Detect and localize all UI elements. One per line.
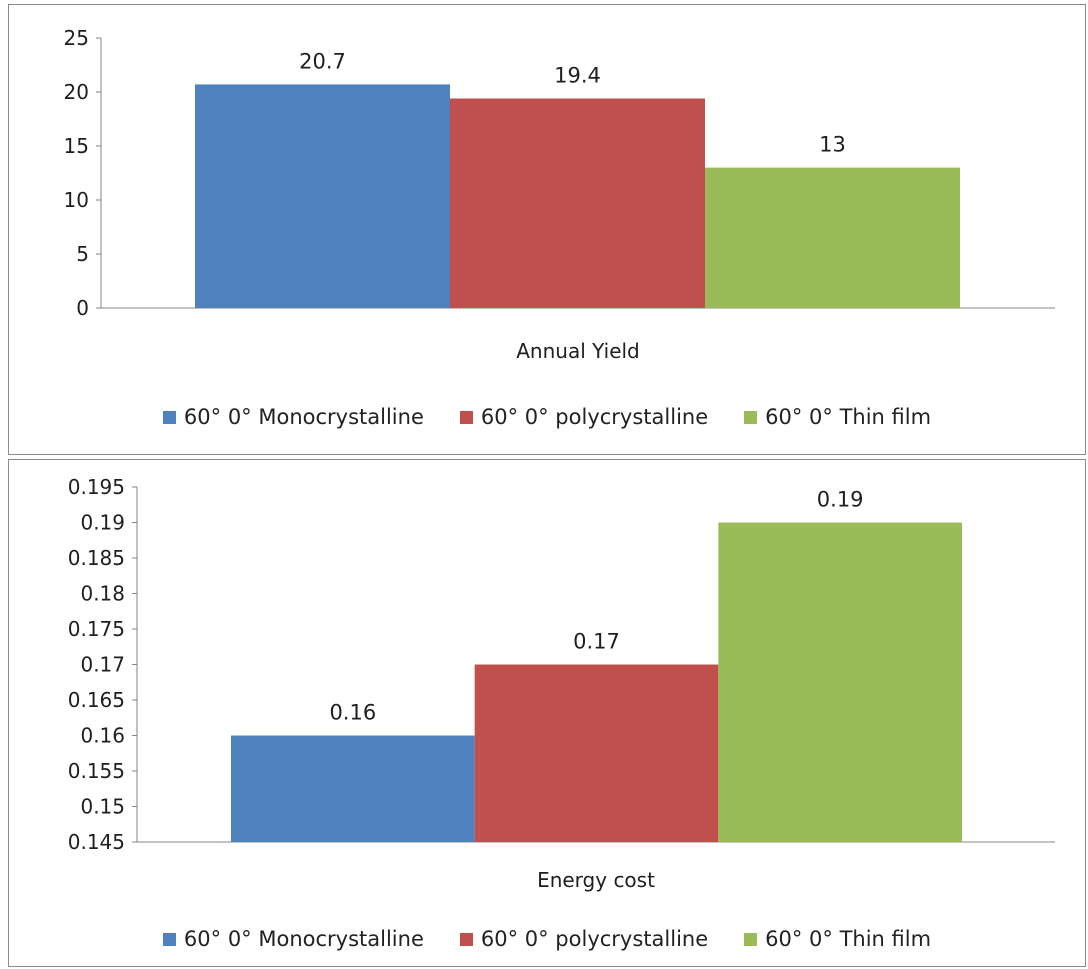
energy-cost-y-tick-label: 0.19 [80,511,125,535]
energy-cost-y-tick-label: 0.155 [68,759,125,783]
annual-yield-legend: 60° 0° Monocrystalline 60° 0° polycrysta… [9,405,1085,429]
energy-cost-bar-polycrystalline [474,664,719,842]
annual-yield-chart-panel: 0 5 10 15 20 25 20.7 19.4 13 Annual Yield 60° 0° … [8,4,1086,455]
energy-cost-bar-thin-film [718,522,962,842]
annual-yield-y-tick-label: 0 [76,296,89,320]
legend-label-polycrystalline: 60° 0° polycrystalline [480,405,709,429]
annual-yield-bar-monocrystalline [195,84,450,308]
energy-cost-y-tick-label: 0.16 [80,724,125,748]
energy-cost-data-label-monocrystalline: 0.16 [329,701,376,725]
legend-item-monocrystalline: 60° 0° Monocrystalline [162,405,424,429]
legend-swatch-monocrystalline [162,932,176,946]
legend-label-thin-film: 60° 0° Thin film [765,405,932,429]
annual-yield-y-tick-label: 10 [64,188,89,212]
energy-cost-data-label-thin-film: 0.19 [817,488,864,512]
legend-label-polycrystalline: 60° 0° polycrystalline [480,927,709,951]
energy-cost-y-tick-label: 0.18 [80,582,125,606]
energy-cost-y-tick-label: 0.15 [80,795,125,819]
legend-item-polycrystalline: 60° 0° polycrystalline [459,927,709,951]
energy-cost-legend: 60° 0° Monocrystalline 60° 0° polycrysta… [9,927,1085,951]
energy-cost-chart: 0.145 0.15 0.155 0.16 0.165 0.17 0.175 0.18 0.18… [68,475,1055,892]
annual-yield-y-tick-label: 15 [64,134,89,158]
legend-item-thin-film: 60° 0° Thin film [744,405,931,429]
annual-yield-x-axis-title: Annual Yield [516,339,640,363]
legend-swatch-thin-film [744,410,758,424]
energy-cost-y-tick-label: 0.165 [68,688,125,712]
energy-cost-data-label-polycrystalline: 0.17 [573,630,620,654]
annual-yield-bar-thin-film [705,167,960,308]
annual-yield-y-tick-label: 5 [76,242,89,266]
legend-swatch-monocrystalline [162,410,176,424]
energy-cost-y-tick-label: 0.175 [68,617,125,641]
legend-label-monocrystalline: 60° 0° Monocrystalline [183,927,424,951]
legend-swatch-polycrystalline [459,410,473,424]
legend-label-thin-film: 60° 0° Thin film [765,927,932,951]
legend-label-monocrystalline: 60° 0° Monocrystalline [183,405,424,429]
annual-yield-y-tick-label: 20 [64,80,89,104]
energy-cost-x-axis-title: Energy cost [537,868,655,892]
legend-item-monocrystalline: 60° 0° Monocrystalline [162,927,424,951]
energy-cost-chart-panel: 0.145 0.15 0.155 0.16 0.165 0.17 0.175 0.18 0.18… [8,459,1086,967]
annual-yield-data-label-thin-film: 13 [819,133,846,157]
legend-item-thin-film: 60° 0° Thin film [744,927,931,951]
annual-yield-data-label-polycrystalline: 19.4 [554,63,601,87]
energy-cost-bar-monocrystalline [231,735,475,842]
energy-cost-y-tick-label: 0.17 [80,653,125,677]
annual-yield-chart: 0 5 10 15 20 25 20.7 19.4 13 Annual Yield [64,26,1055,363]
annual-yield-y-tick-label: 25 [64,26,89,50]
legend-swatch-thin-film [744,932,758,946]
legend-swatch-polycrystalline [459,932,473,946]
energy-cost-y-tick-label: 0.185 [68,546,125,570]
legend-item-polycrystalline: 60° 0° polycrystalline [459,405,709,429]
energy-cost-y-tick-label: 0.145 [68,830,125,854]
annual-yield-bar-polycrystalline [450,98,705,308]
annual-yield-data-label-monocrystalline: 20.7 [299,49,346,73]
energy-cost-y-tick-label: 0.195 [68,475,125,499]
